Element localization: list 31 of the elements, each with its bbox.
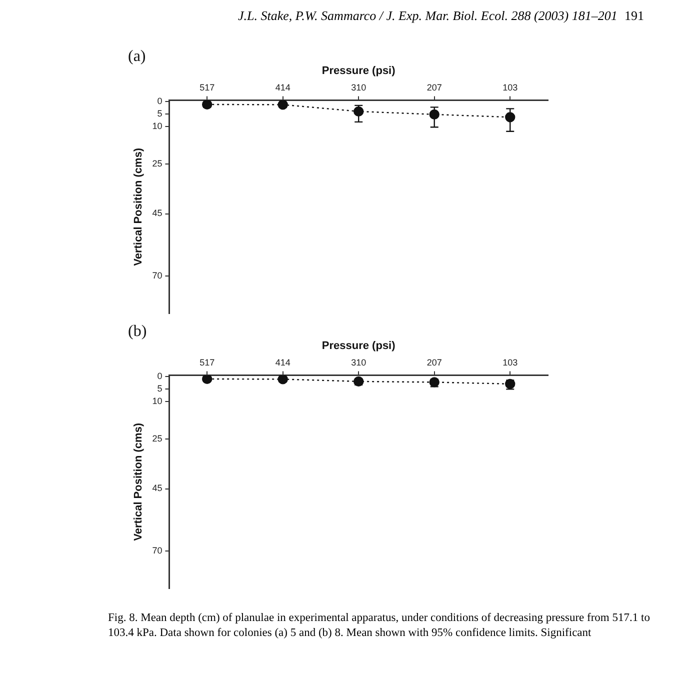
x-tick-label: 517 xyxy=(200,357,215,368)
text: 191 xyxy=(624,8,644,25)
y-tick-label: 70 xyxy=(152,546,162,556)
y-tick-label: 0 xyxy=(157,370,162,381)
y-tick-label: 10 xyxy=(152,396,162,406)
y-tick-label: 25 xyxy=(152,433,162,444)
y-tick-label: 25 xyxy=(152,158,162,168)
chart-title: (b) xyxy=(128,322,147,340)
y-tick-label: 10 xyxy=(152,120,162,131)
x-tick-label: 207 xyxy=(426,357,442,368)
x-tick-label: 103 xyxy=(502,357,518,368)
y-axis-title: Vertical Position (cms) xyxy=(132,147,145,266)
x-axis-title: Pressure (psi) xyxy=(322,340,396,352)
y-tick-label: 45 xyxy=(152,483,162,494)
x-axis-title: Pressure (psi) xyxy=(322,64,396,77)
y-tick-label: 45 xyxy=(152,208,162,218)
x-tick-label: 517 xyxy=(200,82,215,92)
x-tick-label: 414 xyxy=(275,82,290,92)
x-tick-label: 207 xyxy=(426,82,442,92)
y-tick-label: 0 xyxy=(157,96,162,106)
y-tick-label: 70 xyxy=(152,270,162,281)
y-tick-label: 5 xyxy=(157,108,162,118)
text: J.L. Stake, P.W. Sammarco / J. Exp. Mar. Biol. Ecol. 288 (2003) 181–201 xyxy=(238,8,618,25)
x-tick-label: 310 xyxy=(351,82,366,92)
caption: Fig. 8. Mean depth (cm) of planulae in experimental apparatus, under conditions of decreasing pressure from 517.1 to 103.4 kPa. Data shown for colonies (a) 5 and (b) 8. Mean shown with 95% confidence limits. Significant xyxy=(108,610,651,641)
x-tick-label: 310 xyxy=(351,357,366,368)
y-axis-title: Vertical Position (cms) xyxy=(132,422,145,541)
y-tick-label: 5 xyxy=(157,383,162,394)
chart-title: (a) xyxy=(128,48,146,65)
x-tick-label: 414 xyxy=(275,357,290,368)
x-tick-label: 103 xyxy=(502,82,518,92)
